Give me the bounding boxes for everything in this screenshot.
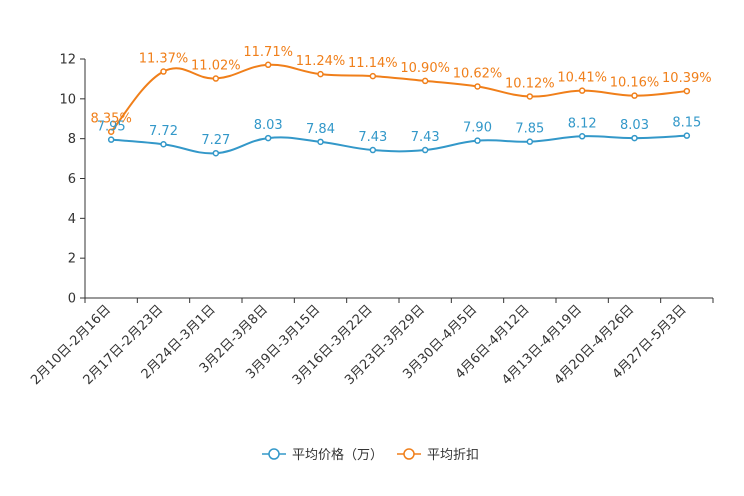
data-point[interactable] <box>317 138 324 146</box>
legend-label[interactable]: 平均价格（万） <box>292 447 383 463</box>
data-point[interactable] <box>264 61 272 69</box>
data-label: 8.35% <box>91 112 132 127</box>
data-point[interactable] <box>369 146 377 154</box>
data-point[interactable] <box>683 132 691 139</box>
data-point[interactable] <box>212 75 220 82</box>
data-point[interactable] <box>107 128 115 135</box>
y-tick-label: 8 <box>68 132 76 147</box>
data-point[interactable] <box>160 68 167 75</box>
data-label: 7.90 <box>463 121 492 136</box>
data-label: 10.16% <box>610 76 660 91</box>
data-label: 11.02% <box>191 59 241 74</box>
series-labels: 7.95 7.72 7.27 8.03 7.84 7.43 7.43 7.90 7.85 8.12… <box>91 45 712 148</box>
data-label: 8.12 <box>568 116 597 131</box>
data-point[interactable] <box>212 149 220 157</box>
data-point[interactable] <box>107 136 115 143</box>
data-point[interactable] <box>526 138 534 145</box>
y-tick-label: 0 <box>68 292 76 307</box>
y-tick-label: 6 <box>68 172 76 187</box>
data-point[interactable] <box>578 133 586 140</box>
data-point[interactable] <box>526 93 534 100</box>
data-point[interactable] <box>421 146 429 154</box>
data-label: 7.43 <box>411 130 440 145</box>
data-label: 7.95 <box>97 120 126 135</box>
data-point[interactable] <box>631 92 638 99</box>
y-tick-label: 10 <box>59 92 76 107</box>
data-point[interactable] <box>474 137 481 144</box>
x-axis: 2月10日-2月16日2月17日-2月23日2月24日-3月1日3月2日-3月8… <box>28 297 714 388</box>
data-label: 8.03 <box>620 118 649 133</box>
data-point[interactable] <box>264 134 272 142</box>
data-label: 10.41% <box>557 71 607 86</box>
data-point[interactable] <box>369 72 377 80</box>
data-point[interactable] <box>421 77 429 85</box>
data-label: 7.27 <box>201 133 230 148</box>
y-axis: 0 2 4 6 8 10 12 <box>59 53 86 307</box>
data-label: 8.03 <box>254 118 283 133</box>
data-point[interactable] <box>631 134 638 142</box>
legend-label[interactable]: 平均折扣 <box>427 448 479 463</box>
data-point[interactable] <box>160 140 167 148</box>
data-label: 10.12% <box>505 76 555 91</box>
data-label: 11.37% <box>139 52 189 67</box>
data-label: 7.84 <box>306 122 335 137</box>
data-label: 10.90% <box>400 61 450 76</box>
data-point[interactable] <box>683 87 691 95</box>
data-label: 7.72 <box>149 124 178 139</box>
y-tick-label: 2 <box>68 252 76 267</box>
y-tick-label: 12 <box>59 53 76 68</box>
legend-marker[interactable] <box>403 448 415 460</box>
data-label: 7.85 <box>515 122 544 137</box>
data-point[interactable] <box>474 83 481 90</box>
y-tick-label: 4 <box>68 212 76 227</box>
series-points <box>107 61 691 157</box>
data-label: 8.15 <box>672 116 701 131</box>
legend-marker[interactable] <box>268 448 280 460</box>
data-label: 7.43 <box>358 130 387 145</box>
data-label: 11.24% <box>296 54 346 69</box>
data-label: 11.14% <box>348 56 398 71</box>
data-label: 11.71% <box>243 45 293 60</box>
data-label: 10.39% <box>662 71 712 86</box>
series-line-0 <box>111 134 687 155</box>
data-point[interactable] <box>317 70 324 78</box>
legend: 平均价格（万） 平均折扣 <box>262 447 479 463</box>
data-label: 10.62% <box>453 66 503 81</box>
data-point[interactable] <box>578 87 586 94</box>
